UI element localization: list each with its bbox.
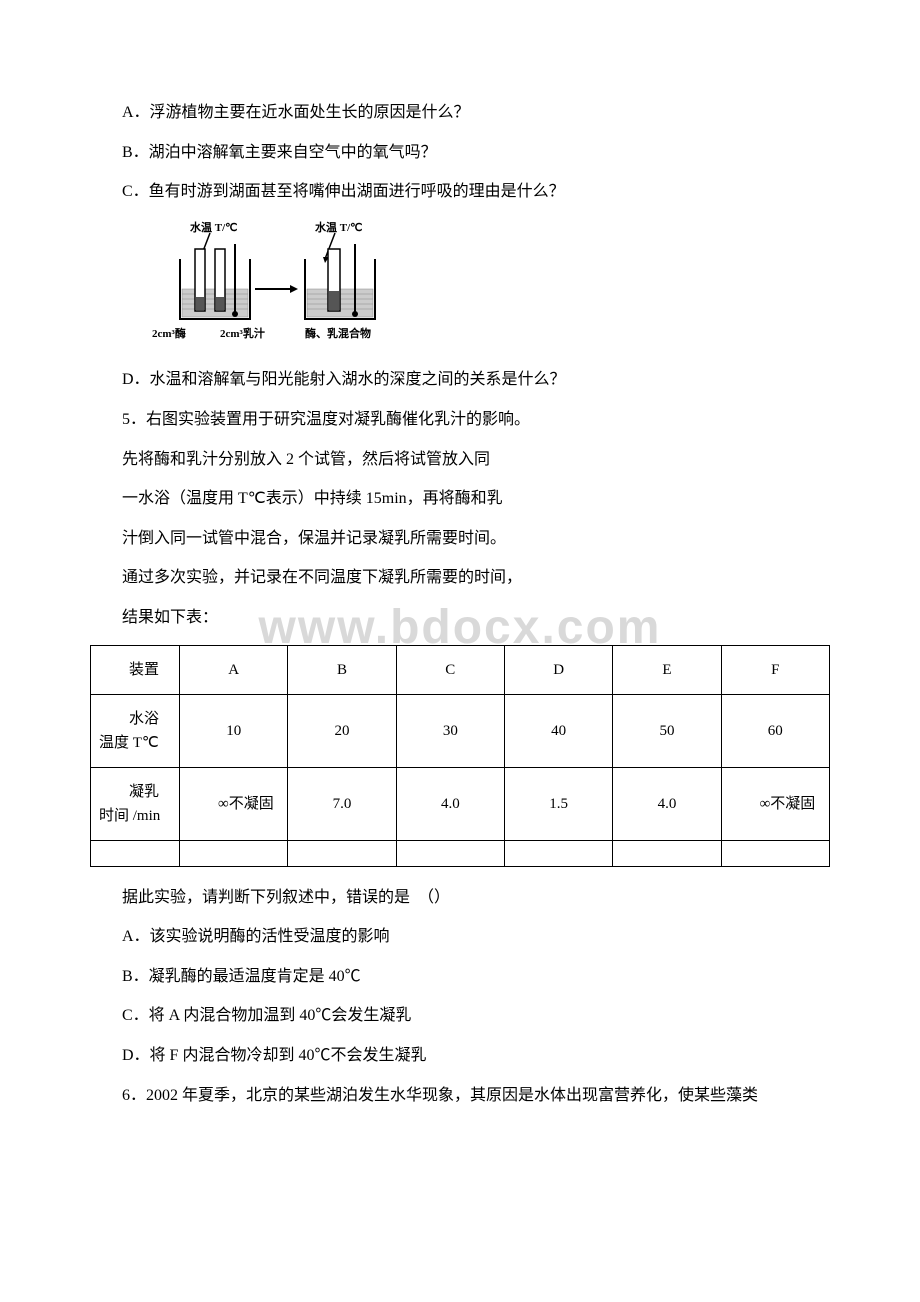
q5-line6: 结果如下表：: [90, 605, 830, 631]
time-e: 4.0: [613, 767, 721, 840]
q5-prompt: 据此实验，请判断下列叙述中，错误的是 （）: [90, 885, 830, 911]
option-a-top: A．浮游植物主要在近水面处生长的原因是什么？: [90, 100, 830, 126]
row-label-1: 水浴温度 T℃: [91, 694, 180, 767]
table-row-temp: 水浴温度 T℃ 10 20 30 40 50 60: [91, 694, 830, 767]
q5-option-c: C．将 A 内混合物加温到 40℃会发生凝乳: [90, 1003, 830, 1029]
q5-line1: 5．右图实验装置用于研究温度对凝乳酶催化乳汁的影响。: [90, 407, 830, 433]
col-c: C: [396, 645, 504, 694]
q5-option-a: A．该实验说明酶的活性受温度的影响: [90, 924, 830, 950]
option-c-top: C．鱼有时游到湖面甚至将嘴伸出湖面进行呼吸的理由是什么？: [90, 179, 830, 205]
temp-e: 50: [613, 694, 721, 767]
time-d: 1.5: [504, 767, 612, 840]
diagram-label-top-left: 水温 T/℃: [190, 220, 238, 234]
table-row-time: 凝乳时间 /min ∞不凝固 7.0 4.0 1.5 4.0 ∞不凝固: [91, 767, 830, 840]
data-table: 装置 A B C D E F 水浴温度 T℃ 10 20 30 40 50 60…: [90, 645, 830, 867]
diagram-label-top-right: 水温 T/℃: [315, 220, 363, 234]
row-label-0: 装置: [91, 645, 180, 694]
temp-a: 10: [180, 694, 288, 767]
diagram-label-br: 酶、乳混合物: [305, 326, 371, 340]
option-d-top: D．水温和溶解氧与阳光能射入湖水的深度之间的关系是什么？: [90, 367, 830, 393]
option-b-top: B．湖泊中溶解氧主要来自空气中的氧气吗？: [90, 140, 830, 166]
temp-f: 60: [721, 694, 829, 767]
col-d: D: [504, 645, 612, 694]
experiment-diagram: 水温 T/℃ 2cm³酶 2cm³乳汁 水温 T/: [150, 219, 830, 358]
temp-d: 40: [504, 694, 612, 767]
time-a: ∞不凝固: [180, 767, 288, 840]
col-b: B: [288, 645, 396, 694]
q5-option-b: B．凝乳酶的最适温度肯定是 40℃: [90, 964, 830, 990]
q5-line4: 汁倒入同一试管中混合，保温并记录凝乳所需要时间。: [90, 526, 830, 552]
q5-line3: 一水浴（温度用 T℃表示）中持续 15min，再将酶和乳: [90, 486, 830, 512]
diagram-label-bl: 2cm³酶: [152, 326, 186, 340]
col-a: A: [180, 645, 288, 694]
col-e: E: [613, 645, 721, 694]
q6-line1: 6．2002 年夏季，北京的某些湖泊发生水华现象，其原因是水体出现富营养化，使某…: [90, 1083, 830, 1109]
time-f: ∞不凝固: [721, 767, 829, 840]
row-label-2: 凝乳时间 /min: [91, 767, 180, 840]
temp-c: 30: [396, 694, 504, 767]
table-row-header: 装置 A B C D E F: [91, 645, 830, 694]
page-content: A．浮游植物主要在近水面处生长的原因是什么？ B．湖泊中溶解氧主要来自空气中的氧…: [90, 100, 830, 1108]
q5-line5: 通过多次实验，并记录在不同温度下凝乳所需要的时间，: [90, 565, 830, 591]
time-b: 7.0: [288, 767, 396, 840]
temp-b: 20: [288, 694, 396, 767]
diagram-label-bm: 2cm³乳汁: [220, 326, 265, 340]
q5-option-d: D．将 F 内混合物冷却到 40℃不会发生凝乳: [90, 1043, 830, 1069]
time-c: 4.0: [396, 767, 504, 840]
table-row-empty: [91, 840, 830, 866]
q5-line2: 先将酶和乳汁分别放入 2 个试管，然后将试管放入同: [90, 447, 830, 473]
col-f: F: [721, 645, 829, 694]
